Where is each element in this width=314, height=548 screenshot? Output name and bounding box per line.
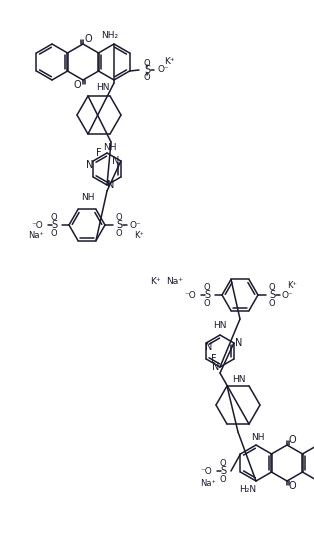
Text: O: O xyxy=(204,299,210,307)
Text: S: S xyxy=(204,290,210,300)
Text: S: S xyxy=(116,220,122,230)
Text: O: O xyxy=(288,435,296,445)
Text: O: O xyxy=(144,72,150,82)
Text: K⁺: K⁺ xyxy=(287,282,297,290)
Text: O: O xyxy=(220,475,226,483)
Text: N: N xyxy=(212,362,220,372)
Text: H₂N: H₂N xyxy=(240,486,257,494)
Text: O⁻: O⁻ xyxy=(157,66,169,75)
Text: N: N xyxy=(112,156,120,166)
Text: O: O xyxy=(73,80,81,90)
Text: NH: NH xyxy=(103,142,116,151)
Text: O: O xyxy=(116,213,122,221)
Text: ⁻O: ⁻O xyxy=(184,290,196,300)
Text: F: F xyxy=(211,354,217,364)
Text: K⁺: K⁺ xyxy=(164,56,174,66)
Text: O⁻: O⁻ xyxy=(282,290,294,300)
Text: ⁻O: ⁻O xyxy=(200,466,212,476)
Text: Na⁺: Na⁺ xyxy=(166,277,183,287)
Text: HN: HN xyxy=(232,375,246,385)
Text: K⁺: K⁺ xyxy=(150,277,160,287)
Text: O: O xyxy=(220,459,226,467)
Text: N: N xyxy=(205,342,213,352)
Text: F: F xyxy=(96,148,102,158)
Text: O: O xyxy=(269,283,275,292)
Text: S: S xyxy=(144,65,150,75)
Text: O: O xyxy=(84,34,92,44)
Text: HN: HN xyxy=(214,322,227,330)
Text: NH: NH xyxy=(82,192,95,202)
Text: S: S xyxy=(269,290,275,300)
Text: K⁺: K⁺ xyxy=(134,231,144,239)
Text: NH₂: NH₂ xyxy=(101,31,119,39)
Text: ⁻O: ⁻O xyxy=(31,220,43,230)
Text: HN: HN xyxy=(96,83,110,93)
Text: O: O xyxy=(269,299,275,307)
Text: Na⁺: Na⁺ xyxy=(200,478,216,488)
Text: O⁻: O⁻ xyxy=(129,220,141,230)
Text: N: N xyxy=(235,338,242,348)
Text: O: O xyxy=(288,481,296,491)
Text: N: N xyxy=(86,160,94,170)
Text: O: O xyxy=(144,59,150,67)
Text: S: S xyxy=(51,220,57,230)
Text: NH: NH xyxy=(251,433,264,442)
Text: O: O xyxy=(51,213,57,221)
Text: Na⁺: Na⁺ xyxy=(28,231,44,239)
Text: N: N xyxy=(107,180,115,190)
Text: S: S xyxy=(220,466,226,476)
Text: O: O xyxy=(116,229,122,237)
Text: O: O xyxy=(204,283,210,292)
Text: O: O xyxy=(51,229,57,237)
